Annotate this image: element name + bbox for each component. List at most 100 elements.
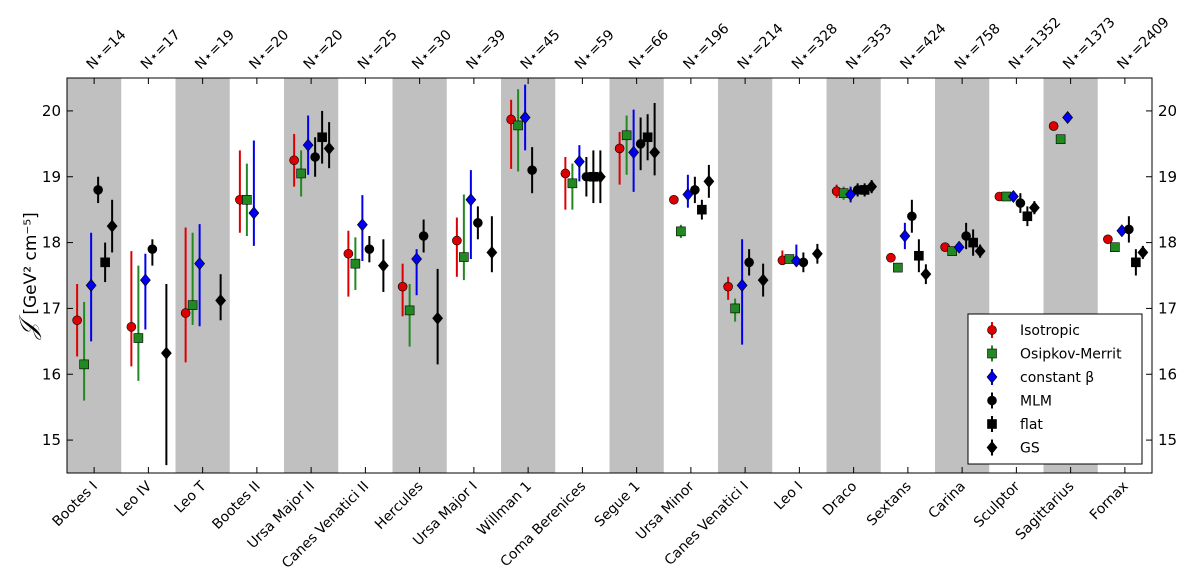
legend-marker [986,441,998,454]
data-point-diamond [465,193,477,207]
data-point-square [296,168,306,179]
category-label: Bootes I [50,479,101,530]
y-tick-label-right: 19 [1158,168,1177,186]
legend-marker [987,348,997,359]
data-point-circle [744,257,754,268]
y-tick-label-left: 20 [42,102,61,120]
data-point-diamond [1028,201,1040,215]
y-tick-label-right: 16 [1158,365,1177,383]
data-point-diamond [411,252,423,266]
y-tick-label-right: 17 [1158,299,1177,317]
data-point-square [100,257,110,268]
y-tick-label-left: 17 [42,299,61,317]
axes-frame [66,77,1153,474]
data-point-square [947,246,957,256]
sample-size-label: N⋆=19 [192,27,238,73]
sample-size-label: N⋆=196 [680,21,732,73]
data-point-diamond [628,145,640,159]
data-point-circle [180,308,191,318]
data-point-diamond [215,294,227,307]
data-point-square [676,226,686,237]
data-point-diamond [1062,111,1074,124]
data-point-square [1022,211,1033,222]
data-point-diamond [323,141,335,155]
data-point-square [1110,242,1120,252]
data-point-diamond [519,111,531,124]
data-point-square [404,305,415,316]
data-point-square [642,132,653,143]
plot-frame [66,77,1153,474]
sample-size-label: N⋆=17 [138,27,184,73]
legend-marker [987,419,997,429]
category-label: Fornax [1087,479,1132,524]
data-point-diamond [790,254,802,268]
shaded-band [826,78,881,473]
data-point-diamond [377,259,389,273]
sample-size-label: N⋆=214 [735,21,787,73]
legend-label: constant β [1020,370,1094,386]
data-point-square [697,204,707,215]
category-label: Leo T [171,478,209,516]
legend-label: GS [1020,441,1040,457]
data-point-diamond [356,218,368,232]
data-point-circle [1015,198,1026,208]
sample-size-label: N⋆=20 [301,27,347,73]
data-point-diamond [486,245,498,259]
legend: Isotropic Osipkov-Merrit constant β MLM flat… [967,313,1143,465]
data-point-diamond [302,138,314,152]
legend-marker [987,395,997,406]
data-point-square [317,132,327,143]
data-point-diamond [194,257,206,271]
data-point-circle [669,194,679,205]
category-label: Leo IV [114,478,156,520]
data-point-square [242,194,252,205]
y-tick-label-right: 20 [1158,102,1177,120]
y-tick-label-left: 18 [42,234,61,252]
sample-size-label: N⋆=39 [463,27,509,73]
category-label: Bootes II [209,479,263,533]
legend-label: MLM [1020,394,1052,410]
data-point-square [621,130,632,141]
data-point-circle [72,315,82,326]
data-point-diamond [106,219,118,233]
data-point-circle [147,244,158,254]
data-point-circle [452,235,462,246]
data-point-circle [560,168,571,179]
data-point-circle [93,185,103,195]
data-point-square [730,303,740,314]
legend-label: Isotropic [1020,323,1080,339]
data-point-circle [473,218,483,228]
sample-size-label: N⋆=758 [952,21,1004,73]
data-point-square [968,237,978,248]
category-label: Sculptor [971,478,1024,531]
data-point-diamond [248,206,260,220]
data-point-square [893,262,903,273]
data-point-diamond [920,267,932,281]
data-point-diamond [736,278,748,292]
data-point-diamond [757,273,769,287]
sample-size-label: N⋆=328 [789,21,841,73]
sample-size-label: N⋆=424 [897,21,949,73]
y-tick-label-left: 15 [42,431,61,449]
data-point-circle [1048,121,1059,131]
sample-size-label: N⋆=2409 [1114,14,1172,72]
data-point-circle [798,257,809,268]
data-point-circle [364,244,375,254]
data-point-circle [397,281,408,292]
legend-box [967,313,1143,465]
category-label: Leo I [771,479,806,514]
data-point-diamond [974,244,986,258]
data-point-circle [126,322,137,332]
data-point-circle [1124,224,1134,235]
data-point-square [79,359,89,370]
sample-size-label: N⋆=45 [518,27,564,73]
data-point-diamond [703,174,715,188]
category-label: Segue 1 [592,479,644,531]
data-point-circle [1103,234,1113,245]
data-point-diamond [899,229,911,243]
y-tick-label-left: 16 [42,365,61,383]
data-points [72,84,1149,466]
sample-size-label: N⋆=59 [572,27,618,73]
category-label: Hercules [372,479,426,533]
